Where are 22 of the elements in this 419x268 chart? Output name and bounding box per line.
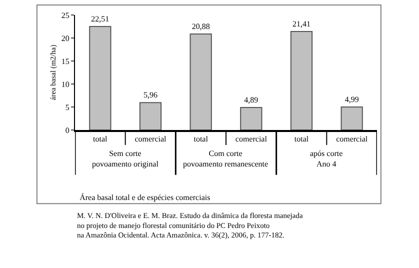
text: após corte Ano 4	[310, 149, 344, 168]
data-label: 20,88	[192, 22, 210, 31]
data-label: 4,99	[344, 95, 359, 104]
y-tick-label: 15	[61, 56, 70, 66]
y-tick-label: 10	[61, 80, 70, 89]
y-tick-label: 5	[65, 102, 70, 112]
y-tick-label: 25	[61, 10, 70, 20]
x-tick-label: comercial	[134, 134, 168, 144]
text: Com corte povoamento remanescente	[183, 149, 269, 168]
data-label: 4,89	[244, 96, 258, 105]
data-label: 22,51	[91, 14, 110, 24]
y-tick-label: 0	[65, 126, 70, 135]
y-tick-label: 20	[61, 34, 70, 43]
text: Área basal total e de espécies comerciais	[80, 192, 210, 202]
x-tick-label: comercial	[336, 134, 368, 144]
data-label: 5,96	[144, 90, 158, 100]
x-tick-label: total	[194, 134, 209, 144]
x-tick-label: total	[93, 134, 108, 144]
x-tick-label: comercial	[235, 134, 268, 144]
text: Sem corte povoamento original	[92, 149, 160, 168]
x-tick-label: total	[294, 134, 310, 144]
data-label: 21,41	[292, 20, 310, 29]
